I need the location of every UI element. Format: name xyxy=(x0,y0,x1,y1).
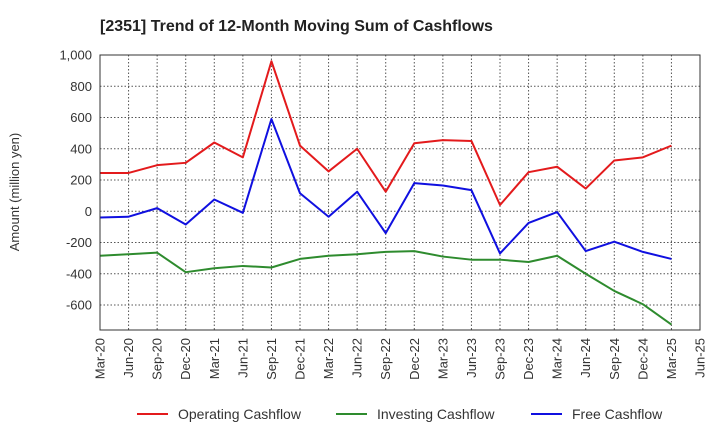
series-line-0 xyxy=(100,60,672,206)
y-tick-label: -400 xyxy=(66,266,92,281)
x-tick-label: Sep-22 xyxy=(378,338,393,380)
x-tick-label: Jun-20 xyxy=(121,338,136,378)
x-tick-label: Jun-25 xyxy=(693,338,708,378)
x-tick-label: Sep-24 xyxy=(607,338,622,380)
x-tick-label: Sep-20 xyxy=(150,338,165,380)
legend-label-1: Investing Cashflow xyxy=(377,406,495,422)
x-tick-label: Mar-25 xyxy=(664,338,679,379)
series-lines xyxy=(99,60,673,326)
x-tick-label: Jun-22 xyxy=(350,338,365,378)
chart-title: [2351] Trend of 12-Month Moving Sum of C… xyxy=(100,18,493,35)
y-tick-label: -600 xyxy=(66,298,92,313)
x-tick-label: Mar-20 xyxy=(93,338,108,379)
y-tick-label: -200 xyxy=(66,235,92,250)
x-ticks: Mar-20 Jun-20 Sep-20 Dec-20 Mar-21 Jun-21 Sep-… xyxy=(93,338,708,380)
x-tick-label: Jun-24 xyxy=(578,338,593,378)
x-tick-label: Dec-23 xyxy=(521,338,536,380)
y-tick-label: 400 xyxy=(70,141,92,156)
legend-label-2: Free Cashflow xyxy=(572,406,663,422)
y-tick-label: 800 xyxy=(70,79,92,94)
x-tick-label: Jun-21 xyxy=(235,338,250,378)
x-tick-label: Mar-23 xyxy=(435,338,450,379)
y-tick-label: 200 xyxy=(70,173,92,188)
x-tick-label: Sep-21 xyxy=(264,338,279,380)
x-tick-label: Dec-24 xyxy=(635,338,650,380)
x-tick-label: Sep-23 xyxy=(493,338,508,380)
x-tick-label: Mar-24 xyxy=(550,338,565,379)
legend-label-0: Operating Cashflow xyxy=(178,406,302,422)
y-tick-label: 0 xyxy=(85,204,92,219)
series-line-1 xyxy=(99,250,673,326)
legend: Operating Cashflow Investing Cashflow Free… xyxy=(137,406,663,422)
x-tick-label: Jun-23 xyxy=(464,338,479,378)
x-tick-label: Dec-22 xyxy=(407,338,422,380)
plot-frame xyxy=(99,54,701,331)
y-ticks: 1,000 800 600 400 200 0 -200 -400 -600 xyxy=(59,48,92,313)
x-tick-label: Dec-20 xyxy=(178,338,193,380)
y-tick-label: 600 xyxy=(70,110,92,125)
y-axis-label: Amount (million yen) xyxy=(7,133,22,252)
x-tick-label: Dec-21 xyxy=(293,338,308,380)
y-tick-label: 1,000 xyxy=(59,48,92,63)
series-line-2 xyxy=(99,118,672,260)
x-tick-label: Mar-21 xyxy=(207,338,222,379)
x-tick-label: Mar-22 xyxy=(321,338,336,379)
